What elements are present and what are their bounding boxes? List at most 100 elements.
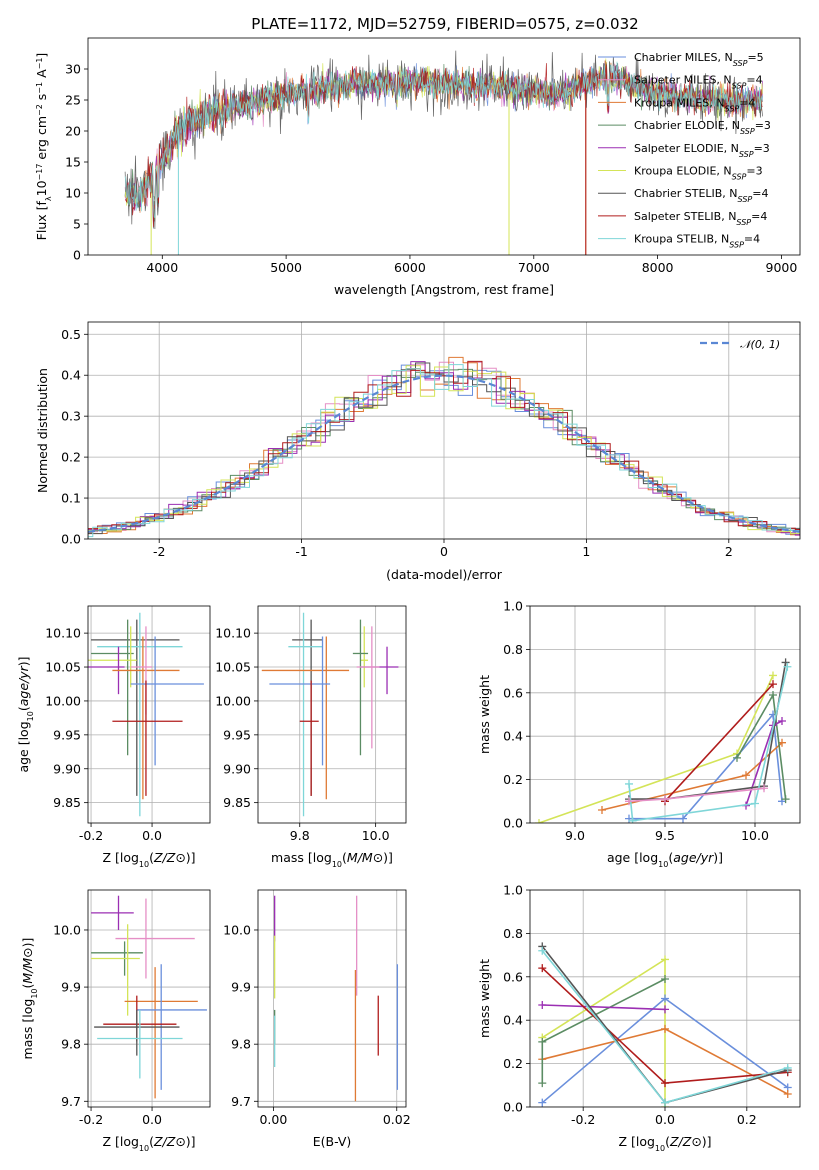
axes-frame xyxy=(529,605,801,824)
y-tick-label: 1.0 xyxy=(503,599,523,614)
weight-marker xyxy=(769,671,777,680)
histogram-c6 xyxy=(88,362,800,539)
x-tick-label: -0.2 xyxy=(79,1112,103,1127)
y-axis-label: mass weight xyxy=(477,675,492,754)
y-tick-label: 0.0 xyxy=(503,1100,523,1115)
y-tick-label: 25 xyxy=(65,93,81,108)
x-axis-label: mass [log10(M/M⊙)] xyxy=(271,850,393,869)
marks xyxy=(538,942,792,1107)
weight-marker xyxy=(661,1024,669,1033)
y-tick-label: 0.5 xyxy=(61,327,81,342)
x-tick-label: 0.2 xyxy=(737,1112,757,1127)
y-tick-label: 9.85 xyxy=(223,795,251,810)
y-tick-label: 9.90 xyxy=(53,761,81,776)
panel-age_vs_mass: 9.8 10.0 9.85 9.90 9.95 10.00 10.05 10.10 mass [… xyxy=(215,605,407,869)
weight-marker xyxy=(778,717,786,726)
x-tick-label: 0 xyxy=(440,544,448,559)
x-tick-label: 1 xyxy=(582,544,590,559)
weight-marker xyxy=(661,1005,669,1014)
axes-frame xyxy=(257,605,407,824)
weight-marker xyxy=(760,784,768,793)
weight-marker xyxy=(661,994,669,1003)
x-tick-label: 0.0 xyxy=(142,828,162,843)
x-tick-label: 7000 xyxy=(518,260,550,275)
plot-area xyxy=(88,890,210,1107)
x-axis-label: Z [log10(Z/Z⊙)] xyxy=(618,1134,711,1153)
y-tick-label: 9.7 xyxy=(231,1094,251,1109)
y-tick-label: 0.0 xyxy=(503,816,523,831)
y-tick-label: 10 xyxy=(65,186,81,201)
grid xyxy=(88,890,210,1107)
x-tick-label: -0.2 xyxy=(79,828,103,843)
x-tick-label: 9.5 xyxy=(655,828,675,843)
y-tick-label: 9.95 xyxy=(223,727,251,742)
y-tick-label: 10.0 xyxy=(53,922,81,937)
y-tick-label: 0.4 xyxy=(61,368,81,383)
weight-line-c3 xyxy=(541,978,666,1084)
x-tick-label: 9.8 xyxy=(290,828,310,843)
weight-marker xyxy=(628,816,637,823)
y-tick-label: 0.4 xyxy=(503,1013,523,1028)
weight-marker xyxy=(661,1098,669,1107)
y-tick-label: 0.2 xyxy=(503,772,523,787)
weight-marker xyxy=(679,814,687,823)
figure-title: PLATE=1172, MJD=52759, FIBERID=0575, z=0… xyxy=(251,15,638,33)
y-tick-label: 0.8 xyxy=(503,642,523,657)
legend-label: Salpeter STELIB, NSSP=4 xyxy=(634,210,767,227)
marks xyxy=(88,612,204,817)
weight-marker xyxy=(742,771,750,780)
y-tick-label: 30 xyxy=(65,62,81,77)
series-line-c8 xyxy=(124,61,763,219)
legend-label: 𝒩(0, 1) xyxy=(740,338,780,351)
legend-label: Chabrier MILES, NSSP=5 xyxy=(634,51,764,68)
y-tick-label: 0.8 xyxy=(503,926,523,941)
weight-marker xyxy=(781,658,790,667)
plot-area xyxy=(530,890,800,1107)
x-tick-label: 0.0 xyxy=(142,1112,162,1127)
grid xyxy=(258,606,406,823)
weight-marker xyxy=(783,662,792,671)
weight-marker xyxy=(538,946,547,955)
x-tick-label: 4000 xyxy=(146,260,178,275)
x-tick-label: -1 xyxy=(295,544,307,559)
y-tick-label: 0.2 xyxy=(61,450,81,465)
y-tick-label: 0.3 xyxy=(61,409,81,424)
weight-marker xyxy=(661,1079,669,1088)
weight-marker xyxy=(783,1063,792,1072)
panel-mass_vs_Z: -0.2 0.0 9.7 9.8 9.9 10.0 Z [log10(Z/Z⊙)] mass … xyxy=(20,889,211,1153)
panel-residuals: -2 -1 0 1 2 0.0 0.1 0.2 0.3 0.4 0.5 (data-model)/er… xyxy=(35,321,801,582)
y-tick-label: 0.2 xyxy=(503,1056,523,1071)
panel-age_vs_Z: -0.2 0.0 9.85 9.90 9.95 10.00 10.05 10.10 Z [log… xyxy=(16,605,211,869)
weight-marker xyxy=(661,974,669,983)
y-tick-label: 9.85 xyxy=(53,795,81,810)
series-line-c7 xyxy=(125,60,763,227)
x-axis-label: Z [log10(Z/Z⊙)] xyxy=(102,850,195,869)
x-axis-label: E(B-V) xyxy=(313,1134,352,1149)
y-tick-label: 0.6 xyxy=(503,969,523,984)
y-tick-label: 9.8 xyxy=(61,1037,81,1052)
axes-frame xyxy=(529,889,801,1108)
weight-marker xyxy=(538,964,547,973)
y-tick-label: 1.0 xyxy=(503,883,523,898)
y-tick-label: 10.0 xyxy=(223,922,251,937)
x-tick-label: -2 xyxy=(153,544,165,559)
y-axis-label: age [log10(age/yr)] xyxy=(16,656,35,772)
weight-marker xyxy=(625,779,633,788)
weight-marker xyxy=(661,795,669,804)
x-axis-label: wavelength [Angstrom, rest frame] xyxy=(334,282,554,297)
panel-weight_vs_Z: -0.2 0.0 0.2 0.0 0.2 0.4 0.6 0.8 1.0 Z [log10(Z/Z… xyxy=(477,883,801,1153)
y-tick-label: 9.7 xyxy=(61,1094,81,1109)
y-tick-label: 15 xyxy=(65,155,81,170)
panel-mass_vs_EBV: 0.00 0.02 9.7 9.8 9.9 10.0 E(B-V) xyxy=(223,889,411,1149)
legend-label: Salpeter MILES, NSSP=4 xyxy=(634,74,763,91)
weight-marker xyxy=(598,805,606,814)
y-axis-label: mass weight xyxy=(477,959,492,1038)
x-tick-label: 9000 xyxy=(766,260,798,275)
y-tick-label: 0.1 xyxy=(61,491,81,506)
x-axis-label: age [log10(age/yr)] xyxy=(607,850,723,869)
weight-marker xyxy=(783,1089,792,1098)
y-axis-label: Flux [fλ10−17 erg cm−2 s−1 A−1] xyxy=(34,53,53,241)
plot-area xyxy=(124,50,763,255)
axes-frame xyxy=(87,321,801,540)
weight-line-c7 xyxy=(664,683,774,802)
